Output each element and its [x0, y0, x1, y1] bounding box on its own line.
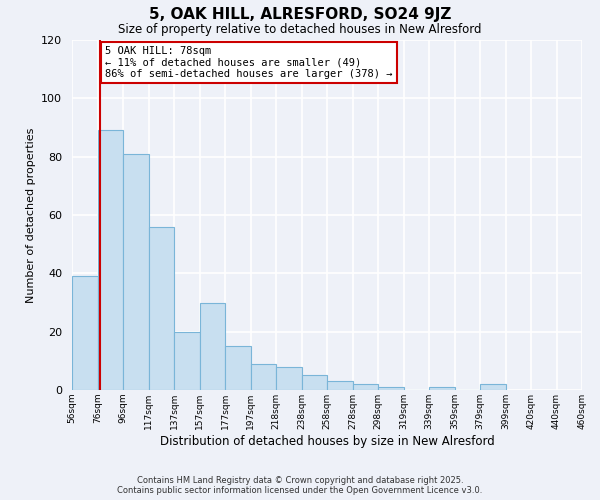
Text: 5 OAK HILL: 78sqm
← 11% of detached houses are smaller (49)
86% of semi-detached: 5 OAK HILL: 78sqm ← 11% of detached hous… [105, 46, 392, 79]
Bar [276, 366, 302, 390]
Bar [225, 346, 251, 390]
Bar [123, 154, 149, 390]
Y-axis label: Number of detached properties: Number of detached properties [26, 128, 35, 302]
X-axis label: Distribution of detached houses by size in New Alresford: Distribution of detached houses by size … [160, 434, 494, 448]
Bar [72, 276, 97, 390]
Bar [174, 332, 199, 390]
Bar [149, 226, 174, 390]
Bar [97, 130, 123, 390]
Bar [378, 387, 404, 390]
Bar [353, 384, 378, 390]
Bar [251, 364, 276, 390]
Bar [199, 302, 225, 390]
Bar [302, 376, 327, 390]
Text: 5, OAK HILL, ALRESFORD, SO24 9JZ: 5, OAK HILL, ALRESFORD, SO24 9JZ [149, 8, 451, 22]
Bar [480, 384, 505, 390]
Text: Contains HM Land Registry data © Crown copyright and database right 2025.
Contai: Contains HM Land Registry data © Crown c… [118, 476, 482, 495]
Bar [327, 381, 353, 390]
Bar [429, 387, 455, 390]
Text: Size of property relative to detached houses in New Alresford: Size of property relative to detached ho… [118, 22, 482, 36]
